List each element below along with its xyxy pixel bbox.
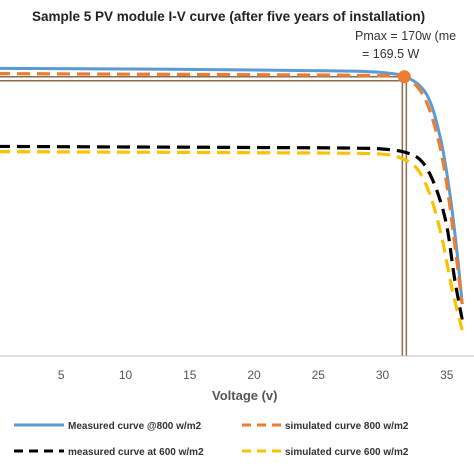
mpp-marker xyxy=(397,70,411,84)
series-layer xyxy=(0,66,464,331)
legend-item-measured-800: Measured curve @800 w/m2 xyxy=(14,421,202,432)
x-axis-label: Voltage (v) xyxy=(212,388,278,403)
x-tick-label: 25 xyxy=(312,368,326,382)
pmax-annotation-line1: Pmax = 170w (me xyxy=(355,29,456,43)
series-simulated-600 xyxy=(0,150,464,331)
legend-item-simulated-600: simulated curve 600 w/m2 xyxy=(242,447,409,458)
series-measured-800 xyxy=(0,66,464,305)
pmax-annotation-line2: = 169.5 W xyxy=(362,47,420,61)
x-tick-label: 20 xyxy=(247,368,261,382)
x-tick-label: 35 xyxy=(440,368,454,382)
chart-title: Sample 5 PV module I-V curve (after five… xyxy=(32,9,425,24)
x-tick-label: 15 xyxy=(183,368,197,382)
legend-label-simulated-800: simulated curve 800 w/m2 xyxy=(285,421,409,432)
plot-area xyxy=(0,66,464,356)
x-tick-labels: 5 10 15 20 25 30 35 xyxy=(58,368,454,382)
legend-label-simulated-600: simulated curve 600 w/m2 xyxy=(285,447,409,458)
legend-item-measured-600: measured curve at 600 w/m2 xyxy=(14,447,204,458)
marker-layer xyxy=(397,70,411,84)
x-tick-label: 30 xyxy=(376,368,390,382)
legend: Measured curve @800 w/m2 simulated curve… xyxy=(14,421,409,458)
legend-item-simulated-800: simulated curve 800 w/m2 xyxy=(242,421,409,432)
legend-label-measured-800: Measured curve @800 w/m2 xyxy=(68,421,202,432)
series-measured-600 xyxy=(0,144,464,320)
x-tick-label: 5 xyxy=(58,368,65,382)
mpp-guide-lines xyxy=(0,76,408,356)
series-simulated-800 xyxy=(0,72,464,305)
x-tick-label: 10 xyxy=(119,368,133,382)
legend-label-measured-600: measured curve at 600 w/m2 xyxy=(68,447,204,458)
